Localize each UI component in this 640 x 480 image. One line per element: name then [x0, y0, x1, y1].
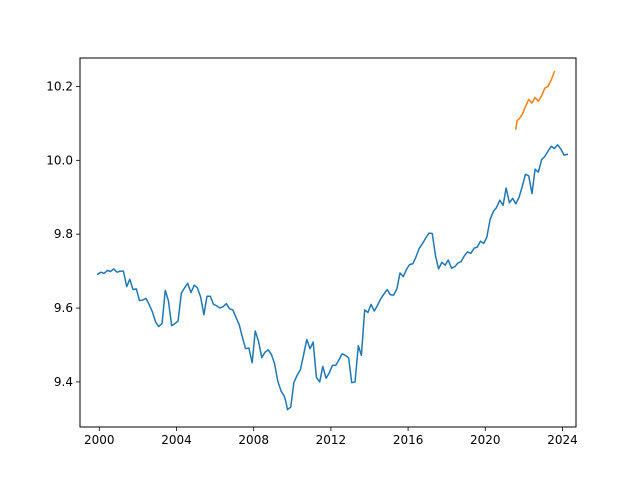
- y-tick-label: 9.8: [54, 227, 73, 241]
- x-tick-label: 2016: [393, 433, 424, 447]
- y-tick-label: 10.2: [46, 79, 73, 93]
- y-tick-label: 9.4: [54, 375, 73, 389]
- series-layer: [96, 70, 569, 411]
- plot-frame: [79, 57, 577, 428]
- x-axis: 2000 2004 2008 2012 2016 2020 2024: [84, 427, 578, 447]
- y-axis: 9.4 9.6 9.8 10.0 10.2: [46, 79, 80, 389]
- series-line-2: [514, 70, 556, 130]
- y-tick-label: 10.0: [46, 153, 73, 167]
- x-tick-label: 2012: [316, 433, 347, 447]
- series-line-1: [96, 144, 569, 411]
- x-tick-label: 2020: [470, 433, 501, 447]
- x-tick-label: 2008: [238, 433, 269, 447]
- x-tick-label: 2004: [161, 433, 192, 447]
- x-tick-label: 2000: [84, 433, 115, 447]
- y-tick-label: 9.6: [54, 301, 73, 315]
- x-tick-label: 2024: [547, 433, 578, 447]
